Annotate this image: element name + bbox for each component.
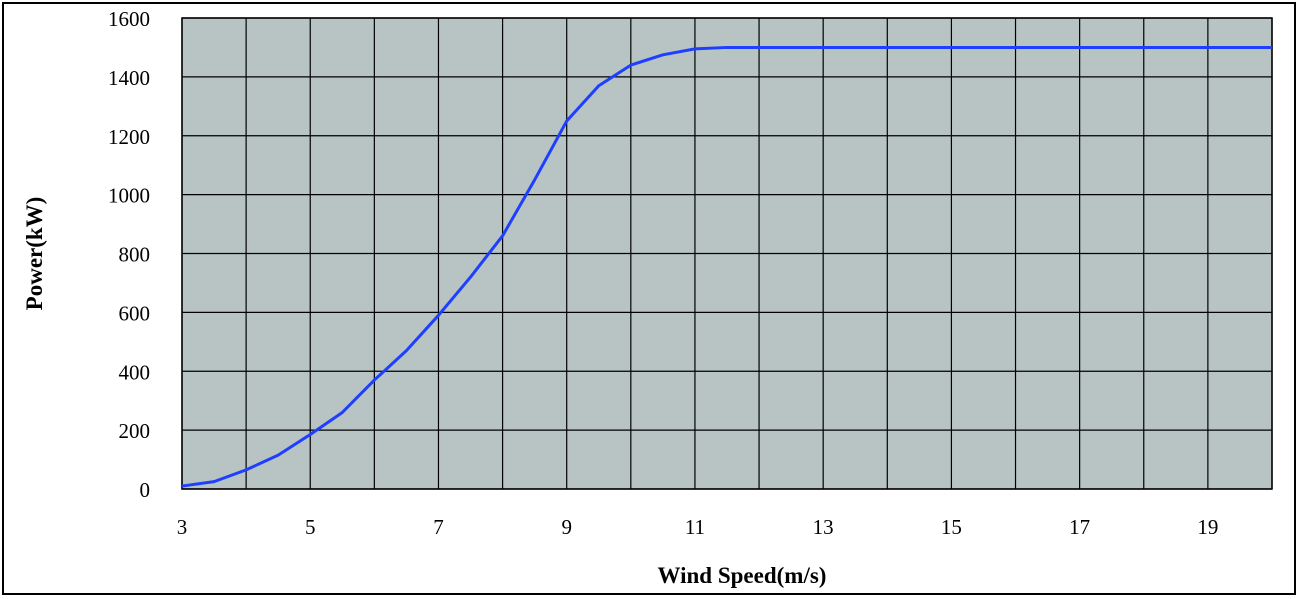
y-tick-label: 200 [119, 419, 151, 443]
x-tick-label: 5 [305, 515, 316, 539]
x-tick-label: 19 [1197, 515, 1218, 539]
x-tick-label: 17 [1069, 515, 1090, 539]
series-line [181, 45, 1272, 488]
x-tick-labels: 3 5 7 9 11 13 15 17 19 [177, 515, 1219, 539]
y-tick-label: 1600 [108, 7, 150, 31]
y-tick-labels: 0 200 400 600 800 1000 1200 1400 1600 [108, 7, 150, 502]
x-tick-label: 7 [433, 515, 444, 539]
y-tick-label: 1200 [108, 125, 150, 149]
y-axis-title: Power(kW) [22, 197, 47, 311]
x-tick-label: 15 [941, 515, 962, 539]
y-tick-label: 600 [119, 301, 151, 325]
series-layer [181, 45, 1272, 488]
y-tick-label: 400 [119, 360, 151, 384]
grid-lines [181, 17, 1273, 490]
y-tick-label: 1000 [108, 184, 150, 208]
x-tick-label: 9 [561, 515, 572, 539]
x-axis-title: Wind Speed(m/s) [658, 563, 827, 588]
y-tick-label: 1400 [108, 66, 150, 90]
x-tick-label: 11 [685, 515, 705, 539]
y-tick-label: 800 [119, 243, 151, 267]
x-tick-label: 13 [813, 515, 834, 539]
x-tick-label: 3 [177, 515, 188, 539]
y-tick-label: 0 [140, 478, 151, 502]
